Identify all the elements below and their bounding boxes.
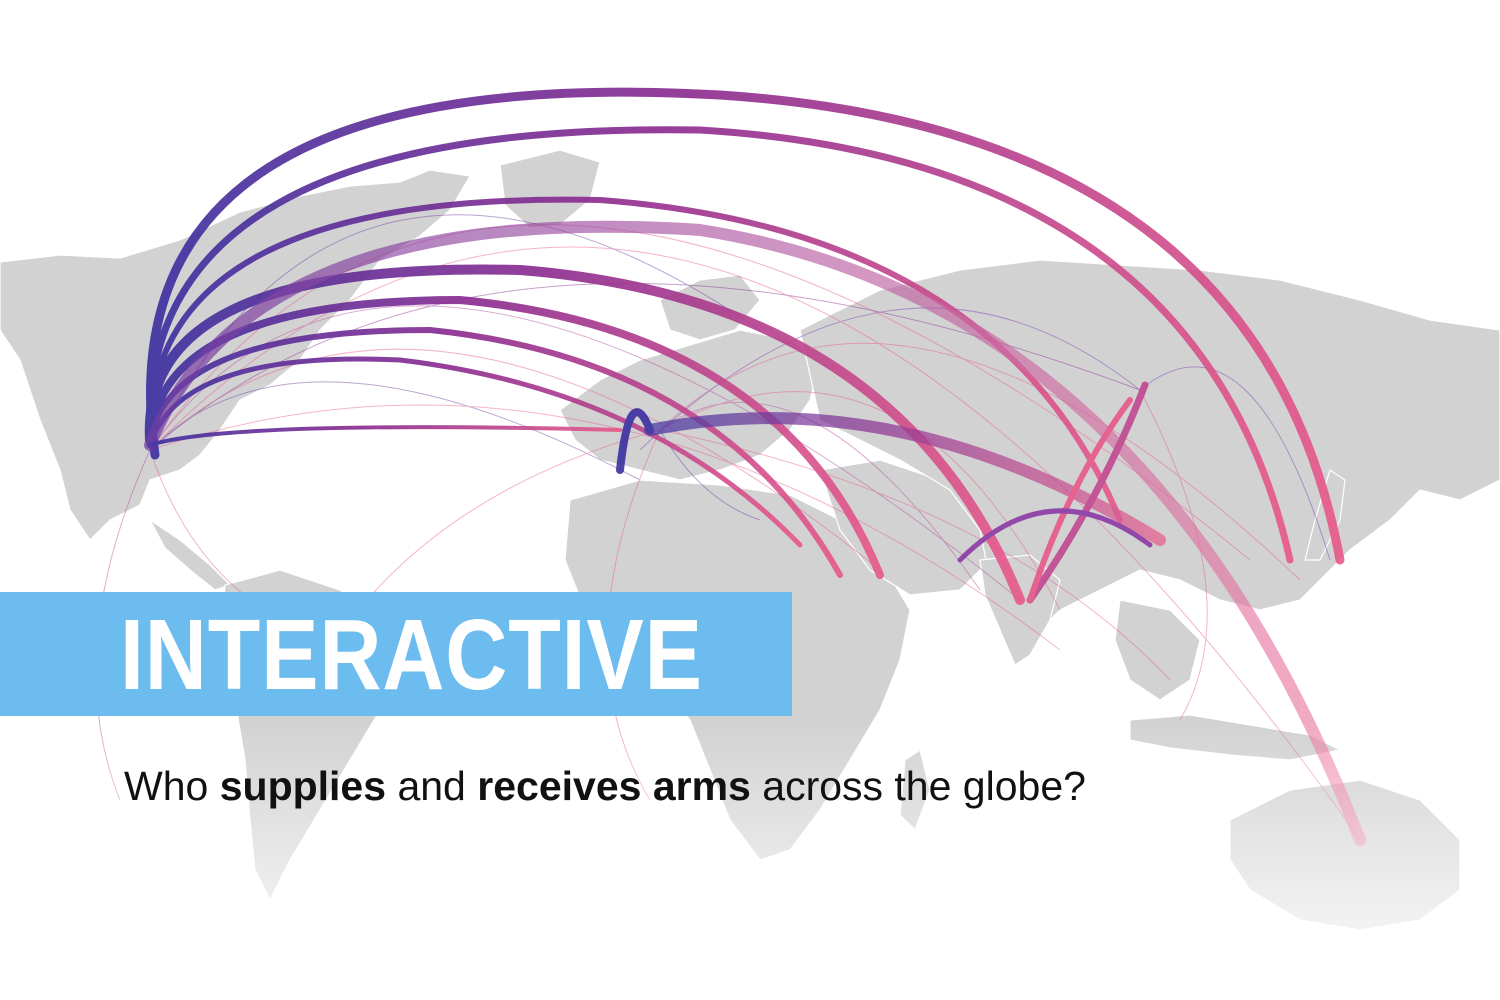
flow-arc	[616, 408, 654, 474]
flow-arc	[1026, 381, 1149, 604]
flow-arc	[148, 425, 622, 447]
flow-arc	[146, 295, 884, 579]
flow-arc	[957, 508, 1153, 563]
flow-arc	[147, 356, 803, 548]
headline: Who supplies and receives arms across th…	[124, 760, 1086, 812]
headline-bold-1: supplies	[219, 763, 387, 809]
flow-arc	[145, 126, 1294, 564]
banner-label: INTERACTIVE	[120, 599, 703, 711]
major-flows	[144, 87, 1366, 846]
greenland-shape	[499, 149, 601, 229]
southeast-asia-shape	[1114, 599, 1201, 701]
headline-part-2: and	[397, 763, 466, 809]
middle-east-shape	[819, 459, 991, 596]
flow-arc	[144, 264, 1025, 605]
central-america-shape	[149, 519, 232, 591]
headline-bold-2: receives arms	[477, 763, 751, 809]
flow-arc	[1027, 397, 1133, 603]
japan-shape	[1304, 469, 1346, 561]
interactive-banner[interactable]	[0, 592, 792, 716]
continents	[0, 149, 1500, 931]
headline-part-1: Who	[124, 763, 209, 809]
flow-arc	[146, 87, 1345, 565]
headline-part-3: across the globe?	[762, 763, 1086, 809]
flow-arc	[144, 220, 1366, 846]
